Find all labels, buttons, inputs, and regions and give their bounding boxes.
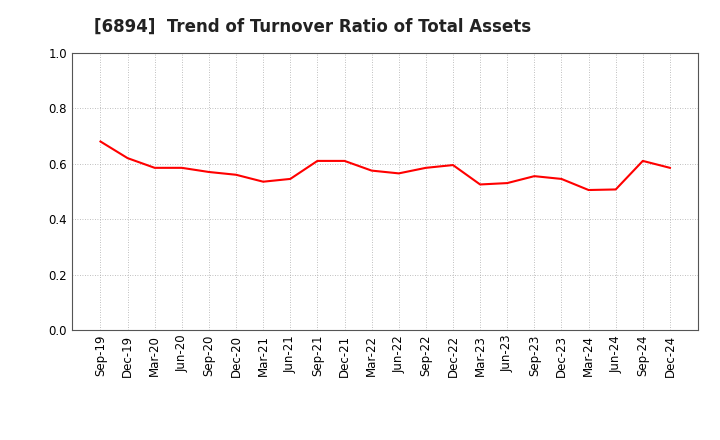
Text: [6894]  Trend of Turnover Ratio of Total Assets: [6894] Trend of Turnover Ratio of Total …: [94, 18, 531, 36]
